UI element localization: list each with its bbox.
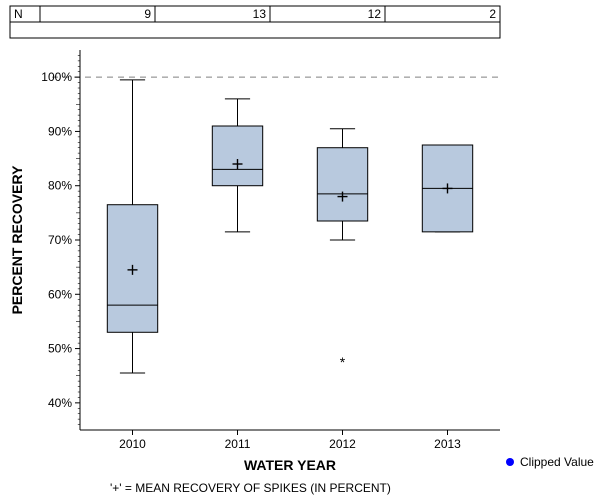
box [317, 148, 367, 221]
y-tick-label: 60% [48, 287, 72, 301]
x-tick-label: 2012 [329, 437, 356, 451]
y-tick-label: 40% [48, 396, 72, 410]
x-tick-label: 2013 [434, 437, 461, 451]
n-value: 9 [144, 7, 151, 21]
x-tick-label: 2010 [119, 437, 146, 451]
n-value: 2 [489, 7, 496, 21]
legend-label-clipped: Clipped Value [520, 455, 594, 469]
x-tick-label: 2011 [225, 437, 251, 451]
boxplot-chart: N 9 13 12 2 40% 50% 60% 70% 80% 90% 100% 2010 2011 201… [0, 0, 600, 500]
legend-marker-clipped [506, 458, 514, 466]
n-value: 13 [253, 7, 267, 21]
y-tick-label: 100% [41, 70, 72, 84]
x-axis-label: WATER YEAR [244, 457, 336, 473]
y-tick-label: 50% [48, 342, 72, 356]
y-tick-label: 70% [48, 233, 72, 247]
y-tick-label: 80% [48, 179, 72, 193]
n-value-cell [40, 6, 155, 22]
n-header-row2 [10, 22, 500, 38]
n-value-cell [385, 6, 500, 22]
outlier-marker: * [340, 354, 346, 370]
n-header-label: N [14, 7, 23, 21]
y-tick-label: 90% [48, 124, 72, 138]
n-value: 12 [368, 7, 382, 21]
box [212, 126, 262, 186]
footnote: '+' = MEAN RECOVERY OF SPIKES (IN PERCEN… [110, 481, 391, 495]
y-axis-label: PERCENT RECOVERY [9, 165, 25, 315]
